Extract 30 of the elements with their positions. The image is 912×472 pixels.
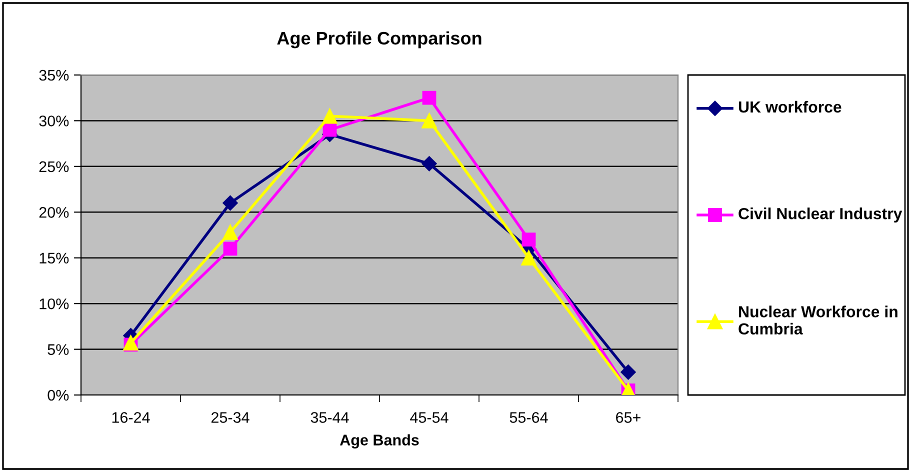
point [322, 108, 338, 124]
y-tick-label: 10% [40, 298, 69, 310]
point [422, 156, 437, 172]
y-tick-label: 20% [39, 207, 69, 218]
point [422, 90, 436, 105]
legend-label: Civil Nuclear Industry [738, 208, 902, 222]
x-tick-label: 65+ [616, 412, 640, 423]
y-tick-label: 35% [39, 70, 69, 81]
legend-label: UK workforce [738, 100, 842, 113]
chart-title: Age Profile Comparison [277, 31, 482, 48]
y-tick-label: 25% [39, 161, 69, 172]
legend-label: Nuclear Workforce in Cumbria [738, 306, 898, 335]
y-tick-label: 0% [48, 390, 69, 401]
x-tick-label: 35-44 [310, 412, 349, 423]
y-tick-label: 30% [39, 116, 69, 126]
point [620, 364, 636, 380]
x-tick-label: 16-24 [112, 412, 150, 423]
point [222, 195, 238, 211]
point [222, 224, 238, 240]
point [522, 232, 536, 247]
point [422, 113, 437, 128]
point [521, 250, 536, 266]
x-tick-label: 25-34 [211, 412, 250, 423]
x-tick-label: 55-64 [510, 412, 548, 423]
x-tick-label: 45-54 [410, 412, 448, 423]
y-tick-label: 5% [48, 344, 69, 355]
x-axis-title: Age Bands [340, 434, 419, 449]
y-tick-label: 15% [40, 252, 69, 264]
point [223, 242, 238, 256]
point [322, 122, 337, 137]
